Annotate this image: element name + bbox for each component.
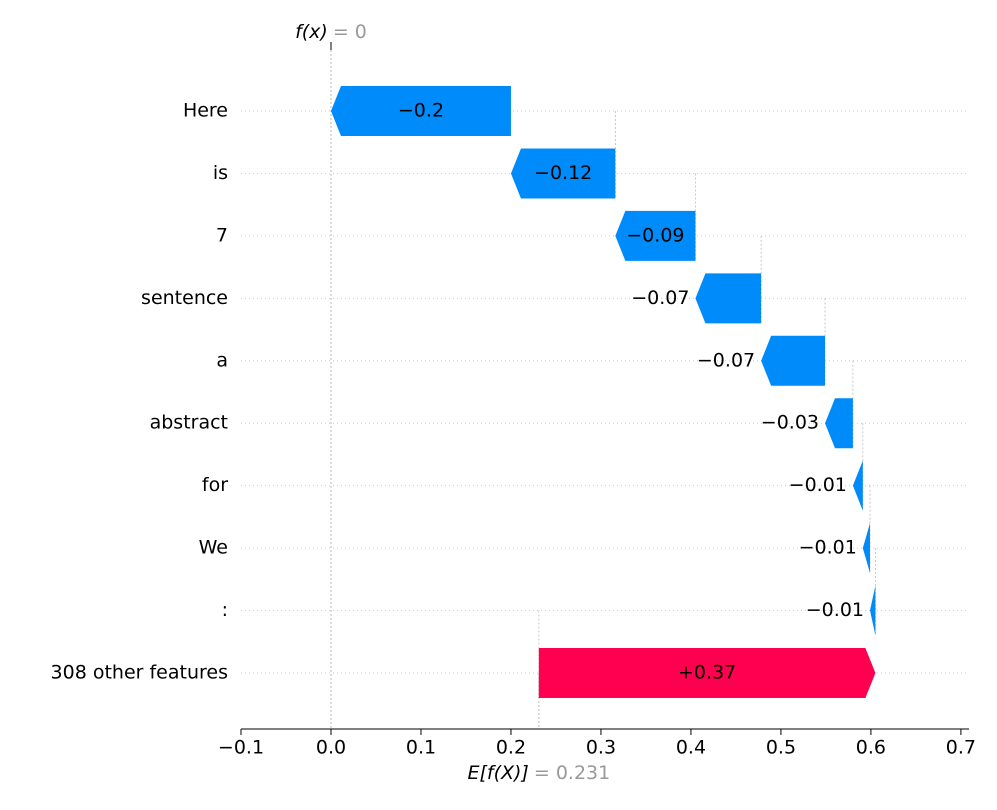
x-tick-label: 0.3 — [586, 737, 616, 759]
value-label: −0.12 — [534, 162, 592, 184]
bar — [330, 86, 511, 136]
x-tick-label: 0.6 — [856, 737, 886, 759]
y-tick-label: We — [199, 537, 228, 559]
bar — [538, 648, 876, 698]
value-label: −0.2 — [398, 100, 444, 122]
x-tick-label: −0.1 — [218, 737, 264, 759]
x-tick-label: 0.5 — [766, 737, 796, 759]
y-tick-label: for — [202, 474, 228, 496]
x-tick-label: 0.2 — [496, 737, 526, 759]
bar — [695, 273, 762, 324]
y-tick-label: is — [213, 162, 228, 184]
x-tick-label: 0.7 — [946, 737, 976, 759]
value-label: −0.01 — [799, 537, 857, 559]
base-value: = 0.231 — [534, 762, 610, 784]
x-tick-label: 0.1 — [406, 737, 436, 759]
bar — [615, 210, 696, 261]
output-value: = 0 — [333, 21, 367, 43]
bar — [761, 335, 826, 386]
bar — [870, 585, 876, 636]
value-label: −0.07 — [631, 287, 689, 309]
value-label: −0.09 — [626, 224, 684, 246]
value-label: −0.01 — [806, 599, 864, 621]
base-name: E[f(X)] — [467, 762, 528, 784]
bar — [852, 460, 863, 511]
base-label: E[f(X)] = 0.231 — [467, 762, 610, 784]
output-label: f(x) = 0 — [295, 21, 367, 43]
y-tick-label: 7 — [216, 224, 228, 246]
y-tick-label: a — [216, 349, 228, 371]
y-tick-label: Here — [183, 100, 228, 122]
y-tick-label: sentence — [141, 287, 228, 309]
x-tick-label: 0.4 — [676, 737, 706, 759]
value-label: −0.03 — [761, 412, 819, 434]
value-label: −0.01 — [789, 474, 847, 496]
y-tick-label: : — [222, 599, 228, 621]
value-label: +0.37 — [678, 662, 736, 684]
bar — [862, 523, 871, 574]
bar — [510, 148, 616, 199]
bar — [825, 398, 853, 449]
value-label: −0.07 — [697, 349, 755, 371]
y-tick-label: abstract — [150, 412, 228, 434]
x-tick-label: 0.0 — [316, 737, 346, 759]
y-tick-label: 308 other features — [51, 662, 228, 684]
output-name: f(x) — [295, 21, 328, 43]
